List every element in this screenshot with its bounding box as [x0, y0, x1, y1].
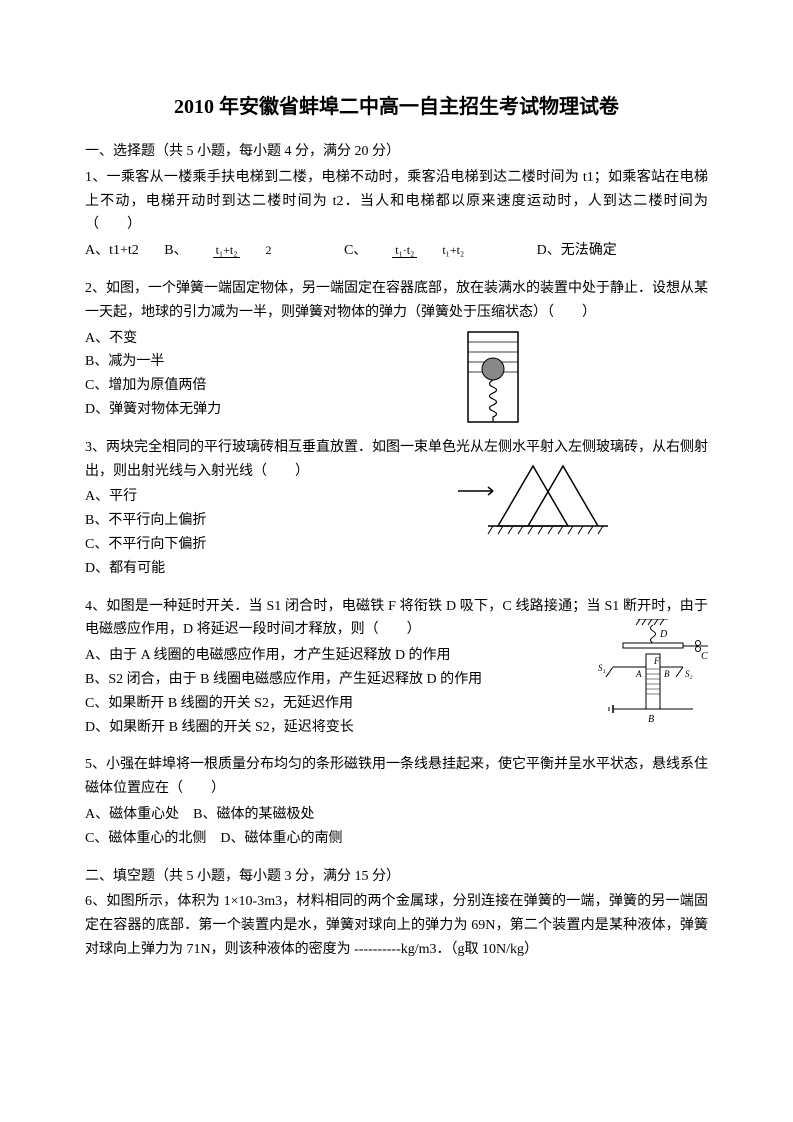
page-title: 2010 年安徽省蚌埠二中高一自主招生考试物理试卷	[85, 90, 708, 124]
q5-optB: B、磁体的某磁极处	[193, 807, 314, 822]
q5-text: 5、小强在蚌埠将一根质量分布均匀的条形磁铁用一条线悬挂起来，使它平衡并呈水平状态…	[85, 753, 708, 801]
question-2: 2、如图，一个弹簧一端固定物体，另一端固定在容器底部，放在装满水的装置中处于静止…	[85, 277, 708, 422]
section1-header: 一、选择题（共 5 小题，每小题 4 分，满分 20 分）	[85, 140, 708, 164]
q4-optB: B、S2 闭合，由于 B 线圈电磁感应作用，产生延迟释放 D 的作用	[85, 668, 588, 692]
svg-text:D: D	[659, 629, 668, 640]
q2-text: 2、如图，一个弹簧一端固定物体，另一端固定在容器底部，放在装满水的装置中处于静止…	[85, 277, 708, 325]
svg-text:B: B	[648, 714, 654, 725]
section2-header: 二、填空题（共 5 小题，每小题 3 分，满分 15 分）	[85, 865, 708, 889]
q1-optA: A、t1+t2	[85, 243, 139, 258]
question-3: 3、两块完全相同的平行玻璃砖相互垂直放置．如图一束单色光从左侧水平射入左侧玻璃砖…	[85, 436, 708, 581]
svg-text:A: A	[635, 669, 642, 679]
question-5: 5、小强在蚌埠将一根质量分布均匀的条形磁铁用一条线悬挂起来，使它平衡并呈水平状态…	[85, 753, 708, 850]
q4-optD: D、如果断开 B 线圈的开关 S2，延迟将变长	[85, 716, 588, 740]
q2-figure	[458, 327, 528, 436]
q2-optB: B、减为一半	[85, 350, 708, 374]
q2-optA: A、不变	[85, 327, 708, 351]
q4-optA: A、由于 A 线圈的电磁感应作用，才产生延迟释放 D 的作用	[85, 644, 588, 668]
q2-optD: D、弹簧对物体无弹力	[85, 398, 708, 422]
question-4: 4、如图是一种延时开关．当 S1 闭合时，电磁铁 F 将衔铁 D 吸下，C 线路…	[85, 595, 708, 740]
q1-fracB: t₁+t₂2	[213, 244, 297, 257]
q2-optC: C、增加为原值两倍	[85, 374, 708, 398]
q1-optB: B、t₁+t₂2	[164, 243, 318, 258]
svg-text:S₁: S₁	[598, 663, 606, 673]
svg-text:B: B	[664, 669, 670, 679]
q4-optC: C、如果断开 B 线圈的开关 S2，无延迟作用	[85, 692, 588, 716]
q1-optC: C、t₁·t₂t₁+t₂	[344, 243, 511, 258]
svg-text:C: C	[701, 651, 708, 662]
q5-optA: A、磁体重心处	[85, 807, 179, 822]
q3-text: 3、两块完全相同的平行玻璃砖相互垂直放置．如图一束单色光从左侧水平射入左侧玻璃砖…	[85, 436, 708, 484]
q3-optD: D、都有可能	[85, 557, 558, 581]
q1-fracC: t₁·t₂t₁+t₂	[392, 244, 489, 257]
q4-figure: D C F A B S₁ S₂ B	[598, 619, 708, 738]
svg-text:F: F	[653, 656, 660, 666]
q6-text: 6、如图所示，体积为 1×10-3m3，材料相同的两个金属球，分别连接在弹簧的一…	[85, 890, 708, 961]
question-6: 6、如图所示，体积为 1×10-3m3，材料相同的两个金属球，分别连接在弹簧的一…	[85, 890, 708, 961]
q3-options: A、平行 B、不平行向上偏折 C、不平行向下偏折 D、都有可能	[85, 485, 708, 580]
q1-options: A、t1+t2 B、t₁+t₂2 C、t₁·t₂t₁+t₂ D、无法确定	[85, 239, 708, 263]
svg-text:S₂: S₂	[685, 669, 693, 679]
q2-options: A、不变 B、减为一半 C、增加为原值两倍 D、弹簧对物体无弹力	[85, 327, 708, 422]
q5-optD: D、磁体重心的南侧	[220, 831, 342, 846]
q5-optC: C、磁体重心的北侧	[85, 831, 206, 846]
q1-optD: D、无法确定	[537, 243, 617, 258]
q3-figure	[458, 456, 608, 545]
q5-options: A、磁体重心处 B、磁体的某磁极处 C、磁体重心的北侧 D、磁体重心的南侧	[85, 803, 708, 851]
q1-text: 1、一乘客从一楼乘手扶电梯到二楼，电梯不动时，乘客沿电梯到达二楼时间为 t1；如…	[85, 166, 708, 237]
question-1: 1、一乘客从一楼乘手扶电梯到二楼，电梯不动时，乘客沿电梯到达二楼时间为 t1；如…	[85, 166, 708, 263]
